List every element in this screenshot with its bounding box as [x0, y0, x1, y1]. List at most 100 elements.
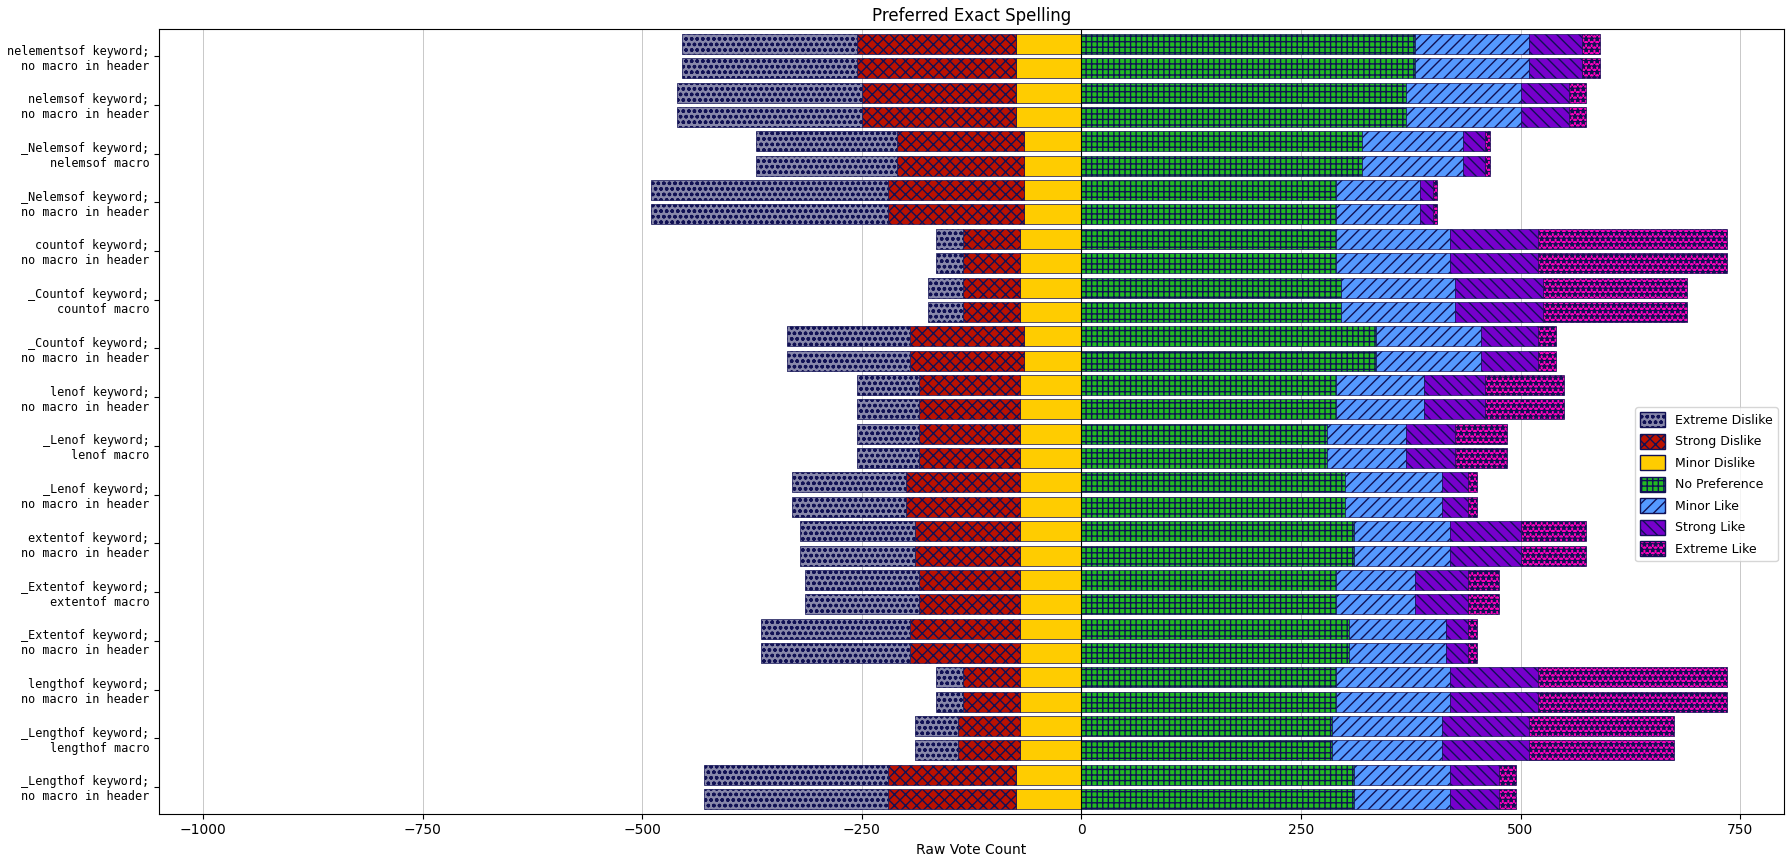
Bar	[1082, 302, 1340, 322]
Title: Preferred Exact Spelling: Preferred Exact Spelling	[872, 7, 1071, 25]
Bar	[858, 58, 1015, 79]
Bar	[1433, 205, 1436, 225]
Bar	[1082, 34, 1415, 54]
Bar	[677, 107, 861, 127]
Bar	[1481, 351, 1538, 371]
Bar	[1082, 473, 1345, 492]
Bar	[1082, 594, 1336, 614]
Bar	[1354, 545, 1451, 566]
Bar	[1336, 375, 1424, 395]
Bar	[1019, 302, 1082, 322]
Bar	[1019, 423, 1082, 444]
Bar	[792, 473, 906, 492]
Bar	[915, 740, 958, 760]
Bar	[1327, 448, 1406, 468]
Bar	[937, 253, 964, 273]
Bar	[888, 765, 1015, 785]
Bar	[1469, 594, 1499, 614]
Bar	[1349, 619, 1445, 638]
Bar	[964, 277, 1019, 297]
Bar	[1082, 399, 1336, 419]
Bar	[910, 619, 1019, 638]
Bar	[1082, 180, 1336, 200]
Bar	[1463, 156, 1485, 175]
Bar	[919, 448, 1019, 468]
Bar	[1538, 327, 1556, 346]
Bar	[1442, 497, 1469, 517]
Bar	[888, 205, 1024, 225]
Bar	[858, 399, 919, 419]
Bar	[1024, 131, 1082, 151]
Bar	[1333, 740, 1442, 760]
Bar	[677, 83, 861, 103]
Bar	[888, 180, 1024, 200]
Bar	[1082, 545, 1354, 566]
Bar	[897, 156, 1024, 175]
Bar	[1415, 570, 1469, 590]
Bar	[1499, 789, 1517, 810]
Bar	[1538, 253, 1727, 273]
Bar	[1451, 229, 1538, 249]
Bar	[1082, 229, 1336, 249]
Bar	[704, 765, 888, 785]
Bar	[1481, 327, 1538, 346]
Bar	[1015, 83, 1082, 103]
Bar	[1082, 789, 1354, 810]
Bar	[1451, 545, 1521, 566]
Bar	[1019, 229, 1082, 249]
Bar	[1345, 473, 1442, 492]
Bar	[804, 570, 919, 590]
Bar	[1336, 229, 1451, 249]
Bar	[1082, 107, 1406, 127]
Bar	[858, 375, 919, 395]
Bar	[1469, 643, 1476, 663]
Bar	[1406, 107, 1521, 127]
Bar	[858, 34, 1015, 54]
Bar	[756, 156, 897, 175]
Bar	[1530, 716, 1675, 736]
Legend: Extreme Dislike, Strong Dislike, Minor Dislike, No Preference, Minor Like, Stron: Extreme Dislike, Strong Dislike, Minor D…	[1635, 407, 1778, 562]
Bar	[937, 667, 964, 688]
Bar	[910, 327, 1024, 346]
Bar	[897, 131, 1024, 151]
Bar	[1015, 107, 1082, 127]
Bar	[1336, 667, 1451, 688]
Bar	[1542, 302, 1687, 322]
Bar	[1538, 667, 1727, 688]
Bar	[1424, 399, 1485, 419]
Bar	[1019, 716, 1082, 736]
Bar	[1082, 765, 1354, 785]
Bar	[1082, 351, 1375, 371]
Bar	[788, 327, 910, 346]
Bar	[958, 740, 1019, 760]
Bar	[1082, 375, 1336, 395]
Bar	[801, 545, 915, 566]
Bar	[928, 302, 964, 322]
Bar	[1406, 83, 1521, 103]
Bar	[1415, 58, 1530, 79]
Bar	[1569, 83, 1587, 103]
Bar	[1530, 58, 1581, 79]
Bar	[937, 229, 964, 249]
Bar	[1375, 351, 1481, 371]
Bar	[858, 448, 919, 468]
Bar	[1442, 473, 1469, 492]
Bar	[1082, 740, 1333, 760]
Bar	[1415, 34, 1530, 54]
Bar	[1485, 375, 1565, 395]
Bar	[650, 205, 888, 225]
Bar	[1082, 570, 1336, 590]
X-axis label: Raw Vote Count: Raw Vote Count	[917, 843, 1026, 857]
Bar	[1015, 789, 1082, 810]
Bar	[1082, 643, 1349, 663]
Bar	[682, 34, 858, 54]
Bar	[964, 229, 1019, 249]
Bar	[1363, 131, 1463, 151]
Bar	[1454, 423, 1508, 444]
Bar	[1521, 521, 1587, 541]
Bar	[1581, 34, 1599, 54]
Bar	[1019, 277, 1082, 297]
Bar	[1521, 83, 1569, 103]
Bar	[792, 497, 906, 517]
Bar	[1019, 448, 1082, 468]
